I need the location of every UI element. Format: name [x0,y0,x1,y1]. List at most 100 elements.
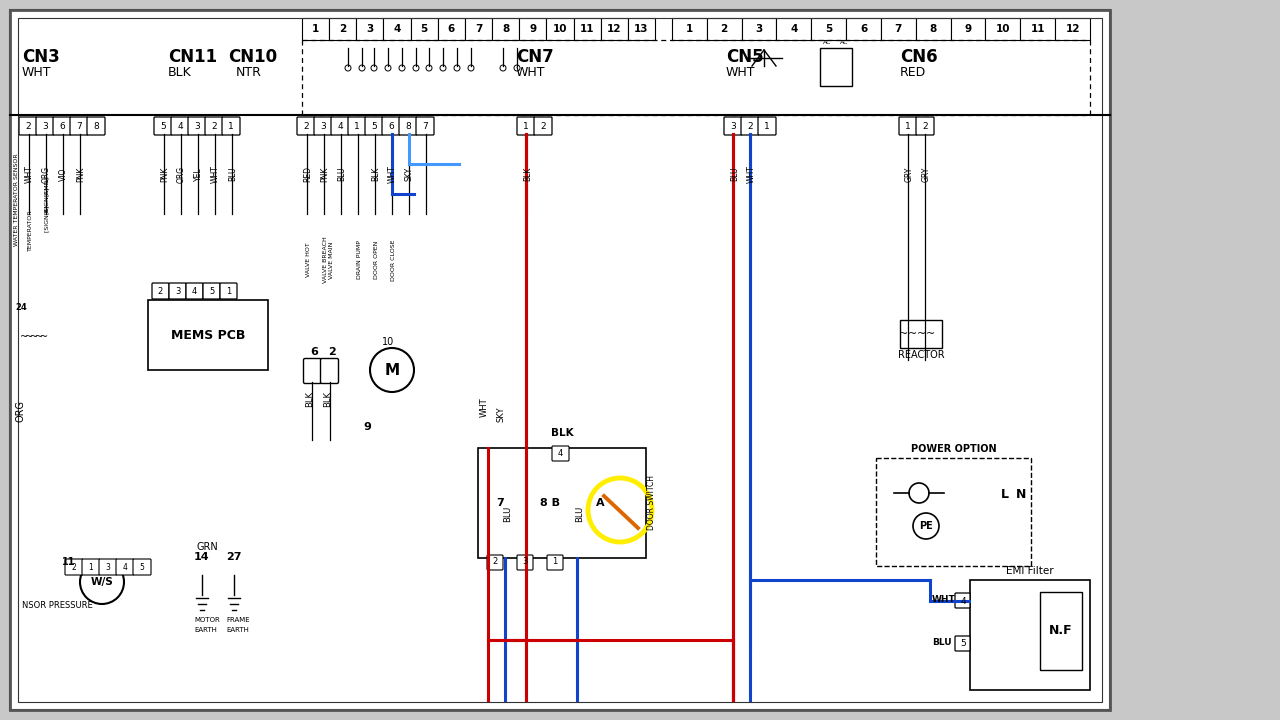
Text: POWER OPTION: POWER OPTION [910,444,996,454]
Text: 8: 8 [502,24,509,34]
Bar [10,10,1110,710]
Text: 3: 3 [320,122,326,130]
Text: 3: 3 [195,122,200,130]
Bar [547,18,573,40]
Text: AC: AC [823,40,832,45]
Text: DRAIN PUMP: DRAIN PUMP [357,240,362,279]
Text: 8: 8 [406,122,411,130]
Text: [GMD]: [GMD] [44,176,49,196]
Circle shape [515,65,520,71]
Text: PNK: PNK [320,166,329,181]
Text: BLU: BLU [932,638,951,647]
Bar [438,18,465,40]
FancyBboxPatch shape [552,446,570,461]
Text: A: A [595,498,604,508]
Text: 9: 9 [364,422,371,432]
Text: EARTH: EARTH [195,627,216,633]
Text: SKY: SKY [404,167,413,181]
Text: ~: ~ [20,332,28,342]
Text: BLU: BLU [503,505,512,522]
Text: 12: 12 [607,24,622,34]
Text: 1: 1 [88,562,93,572]
Bar [492,18,520,40]
Text: [SIGN B]: [SIGN B] [44,205,49,232]
FancyBboxPatch shape [82,559,100,575]
Text: BLU: BLU [575,505,584,522]
Circle shape [81,560,124,604]
Text: TEMPERATOR: TEMPERATOR [28,210,33,251]
Text: 3: 3 [755,24,763,34]
Text: 6: 6 [59,122,65,130]
Circle shape [370,348,413,392]
Bar [1055,18,1091,40]
Text: 10: 10 [996,24,1010,34]
Text: 7: 7 [422,122,428,130]
Bar [329,18,356,40]
Bar [600,18,628,40]
Text: BLU: BLU [337,167,346,181]
Circle shape [440,65,445,71]
Bar [1020,18,1055,40]
Bar [18,18,1102,702]
Text: EARTH: EARTH [227,627,248,633]
Bar [148,300,268,370]
Text: 5: 5 [826,24,832,34]
FancyBboxPatch shape [87,117,105,135]
Text: 1: 1 [524,122,529,130]
Text: 2: 2 [26,122,31,130]
FancyBboxPatch shape [70,117,88,135]
Text: MEMS PCB: MEMS PCB [170,328,246,341]
Text: 2: 2 [493,557,498,567]
FancyBboxPatch shape [534,117,552,135]
Text: 4: 4 [557,449,563,457]
Text: ORG: ORG [177,166,186,183]
Text: VALVE MAIN: VALVE MAIN [329,241,334,279]
Text: 1: 1 [905,122,911,130]
Text: VALVE HOT: VALVE HOT [306,243,311,277]
Text: 9: 9 [965,24,972,34]
Text: 4: 4 [192,287,197,295]
FancyBboxPatch shape [116,559,134,575]
Text: ~: ~ [900,329,909,339]
Text: ORG: ORG [42,166,51,183]
Text: 10: 10 [553,24,567,34]
Text: N: N [1016,488,1027,501]
Text: 1: 1 [228,122,234,130]
Text: RED: RED [900,66,927,79]
Text: 6: 6 [448,24,454,34]
FancyBboxPatch shape [724,117,742,135]
Text: WATER TEMPERATOR SENSOR: WATER TEMPERATOR SENSOR [14,153,19,246]
Text: 2: 2 [72,562,77,572]
Text: [SIGN A]: [SIGN A] [44,187,49,214]
FancyBboxPatch shape [416,117,434,135]
Text: 2: 2 [922,122,928,130]
Text: 9: 9 [529,24,536,34]
Text: 11: 11 [580,24,594,34]
Bar [477,448,646,558]
Text: 1: 1 [764,122,769,130]
Bar [1039,592,1082,670]
Text: 4: 4 [960,596,966,606]
Text: FRAME: FRAME [227,617,250,623]
FancyBboxPatch shape [36,117,54,135]
Text: WHT: WHT [211,165,220,183]
Text: BLK: BLK [371,167,380,181]
FancyBboxPatch shape [221,117,241,135]
Text: BLK: BLK [524,167,532,181]
Text: W/S: W/S [91,577,114,587]
Text: L: L [1001,488,1009,501]
Text: BLK: BLK [305,391,314,407]
Text: 5: 5 [421,24,428,34]
Circle shape [426,65,433,71]
Text: 3: 3 [105,562,110,572]
Text: WHT: WHT [26,165,35,183]
Text: 2: 2 [157,287,163,295]
Text: WHT: WHT [726,66,755,79]
Bar [876,458,1030,566]
Text: BLU: BLU [730,167,739,181]
Circle shape [468,65,474,71]
Text: 7: 7 [76,122,82,130]
Circle shape [346,65,351,71]
Circle shape [454,65,460,71]
Text: NSOR PRESSURE: NSOR PRESSURE [22,601,92,610]
